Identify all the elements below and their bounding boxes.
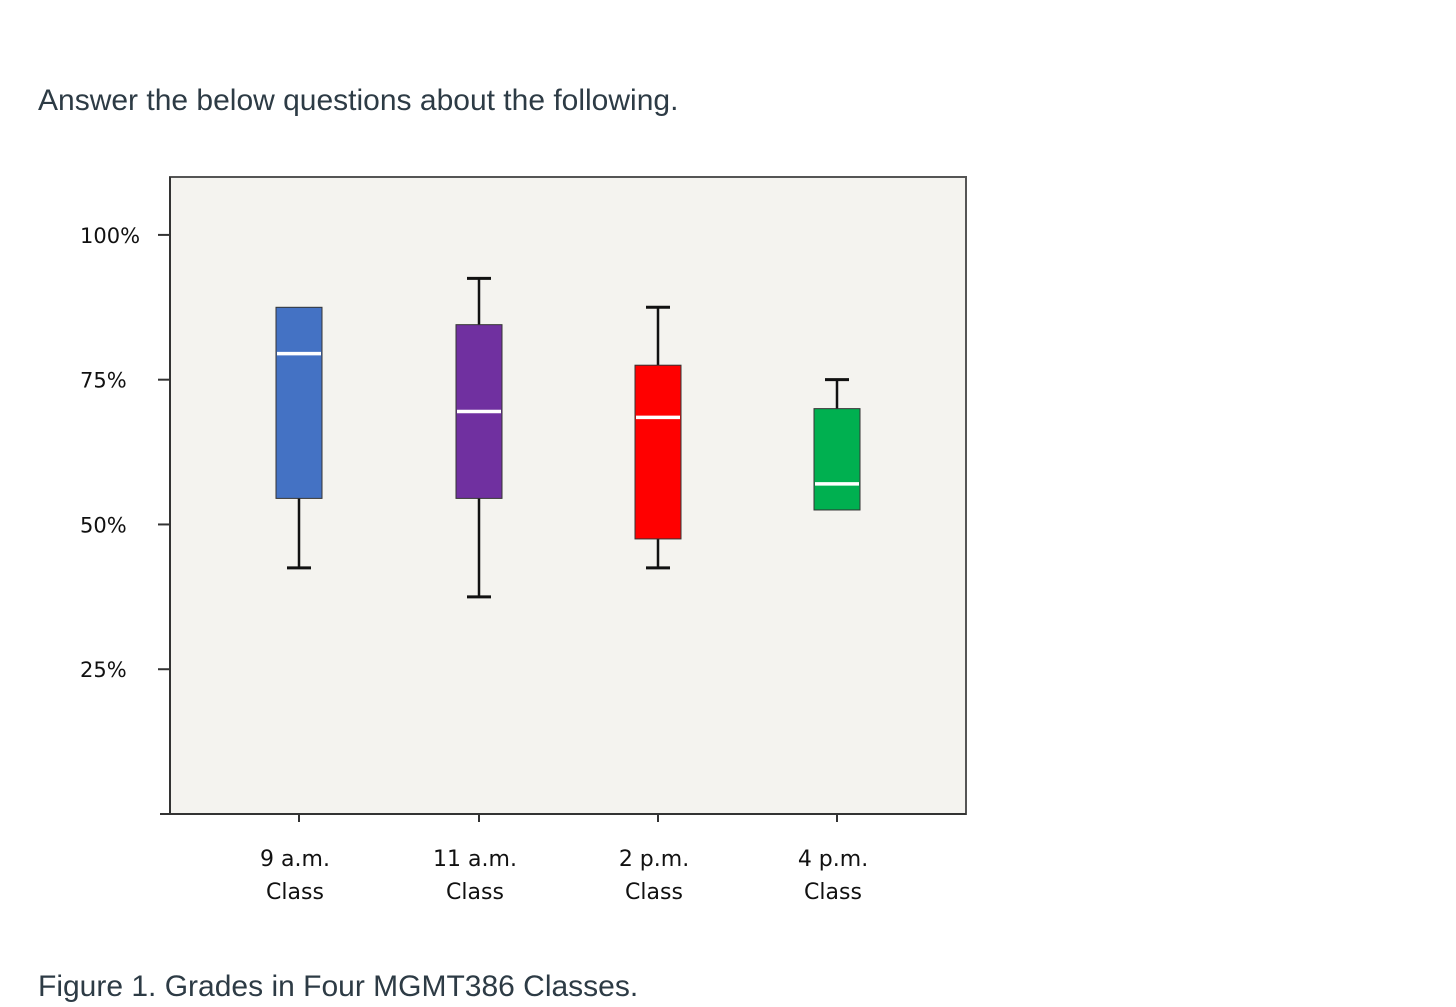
x-category-label-line2: Class [446,880,504,905]
iqr-box [813,408,861,511]
x-axis-ticks: 9 a.m. Class 11 a.m. Class 2 p.m. Class 4 p.m.… [260,814,868,905]
x-category-label-line2: Class [625,880,683,905]
iqr-box [634,364,682,540]
y-axis-ticks: 25% 50% 75% 100% [80,224,170,682]
y-tick-label: 25% [80,658,127,682]
box-plot-chart: 25% 50% 75% 100% 9 a.m. Class 11 a.m. Class 2 p… [80,176,967,905]
question-prompt: Answer the below questions about the fol… [38,84,679,117]
box-4 [813,378,861,511]
x-category-label-line2: Class [266,880,324,905]
iqr-box [275,306,323,499]
box-1 [275,306,323,570]
y-tick-label: 50% [80,513,127,537]
box-2 [455,276,503,599]
box-series [275,276,861,599]
figure-caption: Figure 1. Grades in Four MGMT386 Classes… [38,970,639,1003]
y-tick-label: 100% [80,224,140,248]
x-category-label-line2: Class [804,880,862,905]
x-category-label-line1: 2 p.m. [619,847,689,872]
box-3 [634,305,682,570]
y-tick-label: 75% [80,369,127,393]
x-category-label-line1: 4 p.m. [798,847,868,872]
x-category-label-line1: 11 a.m. [433,847,517,872]
x-category-label-line1: 9 a.m. [260,847,330,872]
